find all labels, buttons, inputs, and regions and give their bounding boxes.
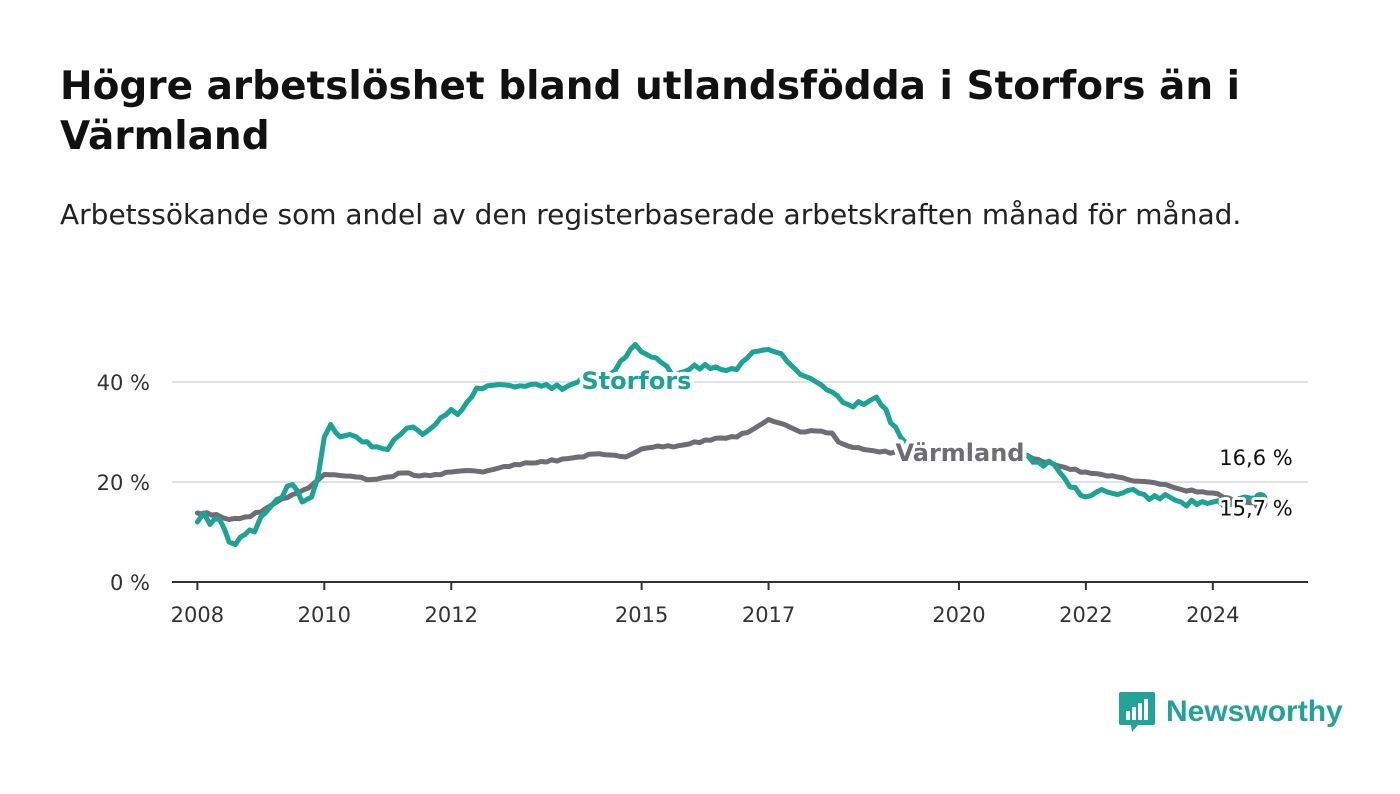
y-tick-label: 0 % (110, 571, 150, 595)
series-label-halo: Storfors (581, 367, 691, 395)
chart-subtitle: Arbetssökande som andel av den registerb… (60, 198, 1242, 231)
axis-layer: 0 % 20 % 40 % 2008 2010 2012 2015 2017 2020 2022 2… (97, 371, 1308, 627)
series-line-vrmland (194, 417, 1263, 522)
end-value-label-halo: 15,7 % (1219, 497, 1292, 521)
y-tick-label: 40 % (97, 371, 150, 395)
x-tick-label: 2020 (932, 603, 985, 627)
x-tick-label: 2022 (1059, 603, 1112, 627)
newsworthy-logo-icon (1119, 692, 1155, 732)
series-end-point-storfors (1253, 492, 1268, 506)
x-tick-label: 2024 (1186, 603, 1239, 627)
y-tick-label: 20 % (97, 471, 150, 495)
end-value-label-vrmland: 15,7 % (1219, 497, 1292, 521)
x-tick-label: 2015 (615, 603, 668, 627)
x-tick-label: 2017 (742, 603, 795, 627)
series-label-vrmland: Värmland (895, 439, 1024, 467)
chart-title: Högre arbetslöshet bland utlandsfödda i … (60, 64, 1241, 159)
series-line-storfors (194, 342, 1263, 547)
end-value-label-storfors: 16,6 % (1219, 446, 1292, 470)
series-label-halo: Värmland (895, 439, 1024, 467)
newsworthy-logo[interactable]: Newsworthy (1118, 690, 1343, 734)
x-tick-label: 2010 (298, 603, 351, 627)
grid-layer (172, 381, 1308, 483)
x-tick-label: 2008 (171, 603, 224, 627)
series-layer (194, 342, 1268, 547)
end-value-label-halo: 16,6 % (1219, 446, 1292, 470)
series-label-storfors: Storfors (581, 367, 691, 395)
x-tick-label: 2012 (425, 603, 478, 627)
brand-name: Newsworthy (1166, 695, 1343, 728)
